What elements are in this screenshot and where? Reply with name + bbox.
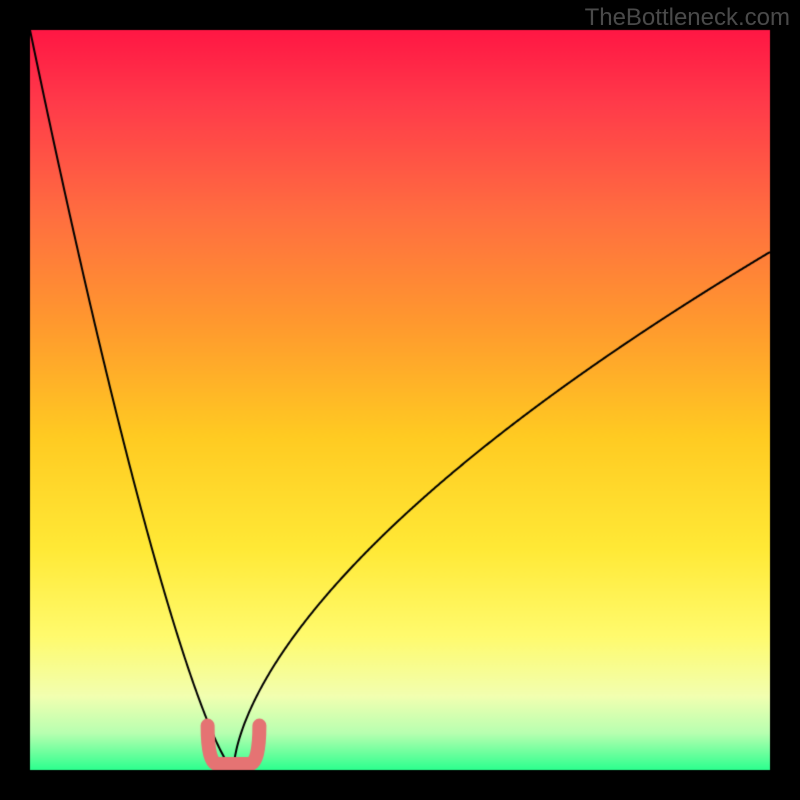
chart-canvas xyxy=(0,0,800,800)
chart-stage: TheBottleneck.com xyxy=(0,0,800,800)
